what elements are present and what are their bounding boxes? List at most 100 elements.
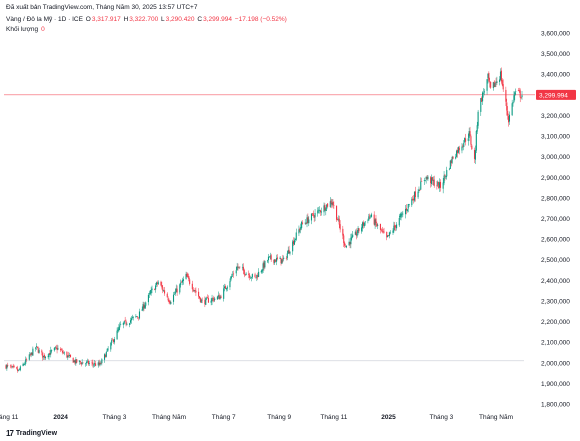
candle-body (235, 270, 237, 274)
candle-body (239, 266, 241, 268)
candle-body (29, 354, 31, 356)
candle-body (85, 363, 87, 365)
candle-body (519, 90, 521, 98)
candle-body (237, 266, 239, 268)
candle-body (23, 364, 25, 365)
candle-body (263, 262, 265, 268)
candle-body (36, 346, 38, 348)
candle-body (124, 320, 126, 321)
candle-body (355, 231, 357, 236)
candle-body (111, 340, 113, 343)
candle-body (330, 200, 332, 204)
candle-body (205, 298, 207, 305)
candle-body (136, 316, 138, 318)
candle-body (333, 205, 335, 206)
candle-body (35, 347, 37, 349)
candle-body (318, 210, 321, 211)
candle-body (276, 257, 278, 259)
candle-body (131, 317, 133, 318)
candle-body (274, 259, 276, 263)
candle-body (48, 353, 50, 358)
candle-body (232, 274, 234, 276)
candle-body (176, 288, 178, 293)
candle-body (496, 81, 498, 84)
candle-body (206, 297, 208, 299)
candle-body (110, 342, 112, 350)
candle-body (382, 231, 384, 233)
candle-body (88, 363, 90, 364)
candle-body (231, 276, 233, 277)
volume-label[interactable]: Khối lượng (6, 26, 39, 33)
candle-body (488, 72, 490, 81)
candle-body (461, 146, 463, 151)
candle-body (38, 350, 40, 353)
candle-body (256, 274, 258, 278)
candle-body (241, 267, 244, 269)
candle-body (439, 182, 441, 188)
symbol-label[interactable]: Vàng / Đô la Mỹ · 1D · ICE (6, 16, 83, 23)
candle-body (106, 348, 108, 352)
y-tick-label: 2,100,000 (541, 340, 570, 347)
candle-body (169, 301, 171, 304)
candle-body (337, 218, 339, 220)
candle-body (17, 369, 20, 371)
candle-body (25, 359, 27, 364)
candle-body (451, 157, 453, 163)
candle-body (336, 219, 339, 221)
candle-body (16, 367, 18, 369)
candle-body (248, 273, 250, 275)
x-tick-label: Tháng 11 (320, 414, 347, 421)
candle-body (398, 217, 400, 226)
export-info-text: Đã xuất bản TradingView.com, Tháng Năm 3… (6, 4, 198, 11)
candle-body (489, 81, 491, 83)
candle-body (213, 298, 215, 301)
candle-body (437, 181, 439, 185)
candle-body (431, 177, 433, 181)
candle-body (293, 240, 296, 245)
candle-body (185, 273, 187, 279)
candle-body (465, 138, 467, 142)
candle-body (281, 259, 283, 264)
candle-body (251, 274, 253, 278)
candle-body (350, 237, 352, 245)
candle-body (314, 213, 316, 218)
candle-body (5, 365, 7, 369)
candle-body (467, 138, 469, 141)
open-label: O (85, 16, 91, 23)
y-tick-label: 2,800,000 (541, 195, 570, 202)
tradingview-logo[interactable]: 17 TradingView (6, 429, 57, 438)
candle-body (11, 366, 13, 367)
candle-body (181, 281, 183, 283)
candle-body (299, 229, 301, 231)
y-tick-label: 3,600,000 (541, 31, 570, 38)
candle-body (261, 269, 263, 272)
y-tick-label: 2,500,000 (541, 257, 570, 264)
candle-body (294, 238, 296, 240)
candle-body (164, 290, 166, 294)
candle-body (300, 227, 302, 230)
candle-body (198, 291, 200, 297)
candle-body (192, 289, 194, 291)
candle-body (374, 219, 376, 226)
candle-body (57, 348, 59, 350)
candle-body (28, 354, 30, 360)
candle-body (445, 175, 447, 178)
candle-body (117, 329, 119, 331)
candle-body (268, 256, 270, 258)
candle-body (387, 235, 389, 237)
candle-body (376, 223, 378, 226)
candle-body (463, 143, 465, 147)
candle-body (405, 208, 407, 211)
candle-body (469, 131, 471, 136)
y-tick-label: 1,800,000 (541, 402, 570, 409)
candle-body (207, 298, 210, 303)
candle-body (125, 321, 127, 325)
candle-body (87, 360, 89, 365)
candle-body (329, 201, 331, 208)
candle-body (49, 353, 51, 355)
candle-body (120, 324, 122, 325)
candle-body (92, 362, 94, 365)
candle-body (123, 320, 125, 324)
candle-body (383, 231, 385, 233)
